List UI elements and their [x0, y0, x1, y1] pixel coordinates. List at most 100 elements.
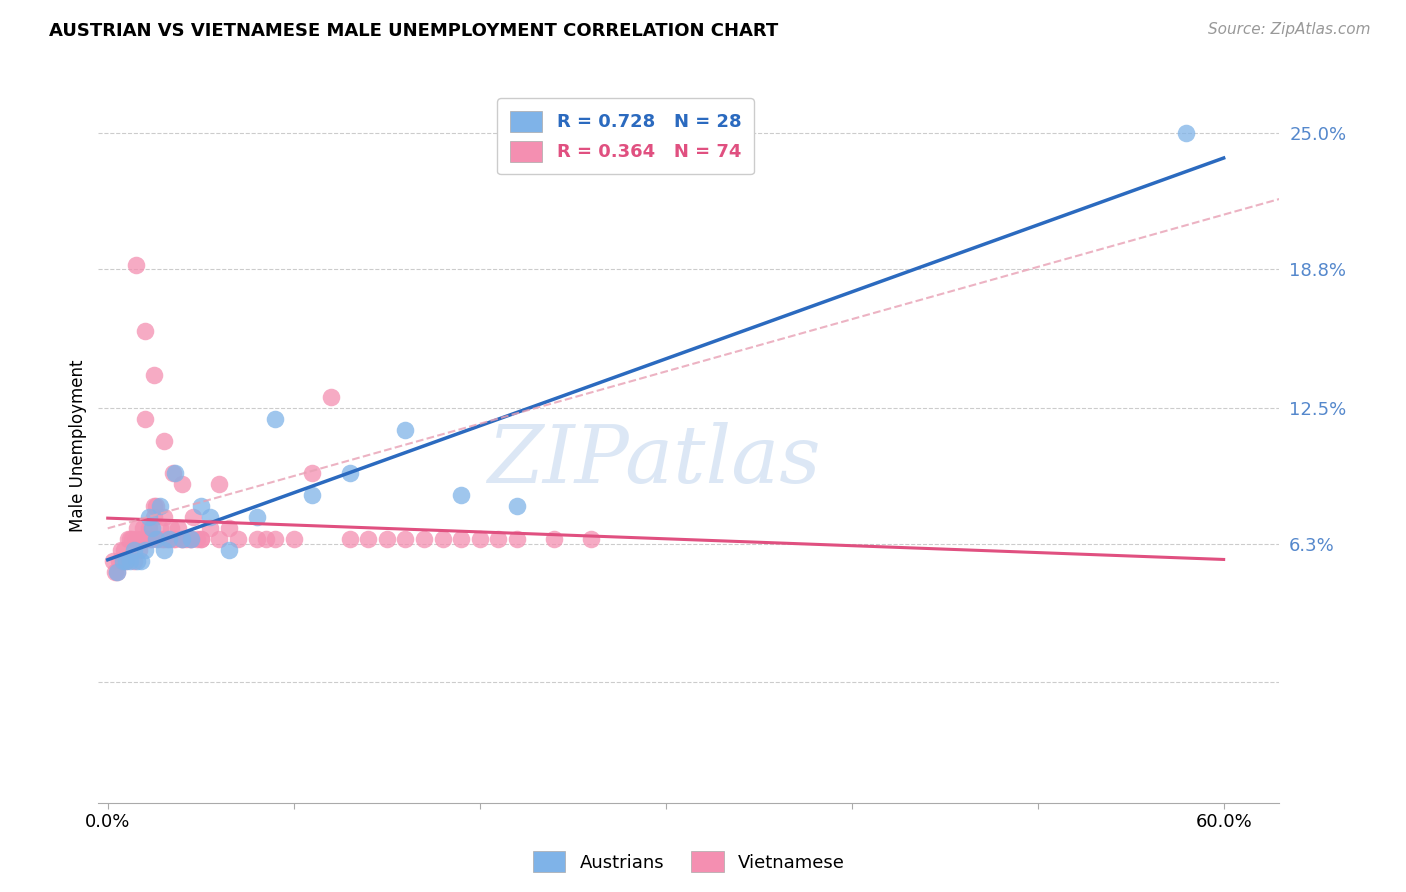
Point — [226, 533, 249, 547]
Point — [129, 533, 152, 547]
Point — [135, 533, 157, 547]
Point — [180, 533, 202, 547]
Point — [145, 500, 167, 514]
Point — [134, 533, 156, 547]
Point — [127, 521, 149, 535]
Point — [124, 533, 146, 547]
Point — [145, 533, 167, 547]
Point — [283, 533, 305, 547]
Point — [506, 500, 529, 514]
Point — [174, 533, 197, 547]
Point — [450, 533, 472, 547]
Point — [543, 533, 565, 547]
Point — [172, 477, 194, 491]
Point — [156, 533, 179, 547]
Point — [172, 533, 194, 547]
Point — [245, 510, 267, 524]
Point — [1175, 126, 1198, 140]
Point — [450, 488, 472, 502]
Point — [127, 554, 149, 568]
Point — [143, 510, 166, 524]
Point — [208, 533, 231, 547]
Point — [152, 533, 174, 547]
Text: Source: ZipAtlas.com: Source: ZipAtlas.com — [1208, 22, 1371, 37]
Point — [143, 368, 166, 382]
Point — [122, 554, 145, 568]
Point — [150, 533, 173, 547]
Point — [157, 533, 180, 547]
Point — [105, 566, 128, 580]
Point — [110, 543, 132, 558]
Point — [208, 477, 231, 491]
Point — [254, 533, 277, 547]
Legend: Austrians, Vietnamese: Austrians, Vietnamese — [526, 844, 852, 880]
Point — [149, 521, 172, 535]
Point — [105, 566, 128, 580]
Point — [181, 510, 204, 524]
Point — [104, 566, 127, 580]
Point — [581, 533, 603, 547]
Point — [128, 543, 150, 558]
Point — [149, 500, 172, 514]
Point — [134, 543, 156, 558]
Point — [103, 554, 125, 568]
Point — [108, 554, 131, 568]
Point — [506, 533, 529, 547]
Point — [114, 543, 136, 558]
Point — [198, 521, 221, 535]
Point — [115, 554, 138, 568]
Point — [143, 500, 166, 514]
Point — [172, 533, 194, 547]
Point — [111, 554, 134, 568]
Point — [152, 434, 174, 448]
Point — [134, 324, 156, 338]
Point — [245, 533, 267, 547]
Point — [162, 467, 184, 481]
Point — [486, 533, 509, 547]
Point — [264, 533, 287, 547]
Text: AUSTRIAN VS VIETNAMESE MALE UNEMPLOYMENT CORRELATION CHART: AUSTRIAN VS VIETNAMESE MALE UNEMPLOYMENT… — [49, 22, 779, 40]
Point — [190, 500, 212, 514]
Point — [122, 543, 145, 558]
Point — [357, 533, 380, 547]
Point — [218, 521, 240, 535]
Point — [394, 533, 416, 547]
Point — [152, 543, 174, 558]
Point — [198, 510, 221, 524]
Point — [319, 390, 342, 404]
Point — [124, 258, 146, 272]
Point — [117, 533, 139, 547]
Text: ZIPatlas: ZIPatlas — [486, 422, 820, 499]
Point — [190, 533, 212, 547]
Point — [163, 467, 186, 481]
Point — [339, 533, 361, 547]
Y-axis label: Male Unemployment: Male Unemployment — [69, 359, 87, 533]
Point — [339, 467, 361, 481]
Point — [121, 533, 143, 547]
Point — [179, 533, 201, 547]
Point — [141, 521, 163, 535]
Point — [375, 533, 398, 547]
Point — [138, 521, 160, 535]
Point — [301, 467, 323, 481]
Point — [163, 533, 186, 547]
Point — [412, 533, 434, 547]
Point — [139, 533, 162, 547]
Point — [160, 521, 183, 535]
Point — [138, 510, 160, 524]
Point — [190, 533, 212, 547]
Point — [432, 533, 454, 547]
Point — [172, 533, 194, 547]
Point — [301, 488, 323, 502]
Point — [111, 554, 134, 568]
Point — [152, 510, 174, 524]
Point — [134, 411, 156, 425]
Point — [118, 554, 141, 568]
Point — [180, 533, 202, 547]
Point — [468, 533, 491, 547]
Point — [141, 533, 163, 547]
Point — [186, 533, 208, 547]
Point — [264, 411, 287, 425]
Point — [394, 423, 416, 437]
Point — [132, 521, 155, 535]
